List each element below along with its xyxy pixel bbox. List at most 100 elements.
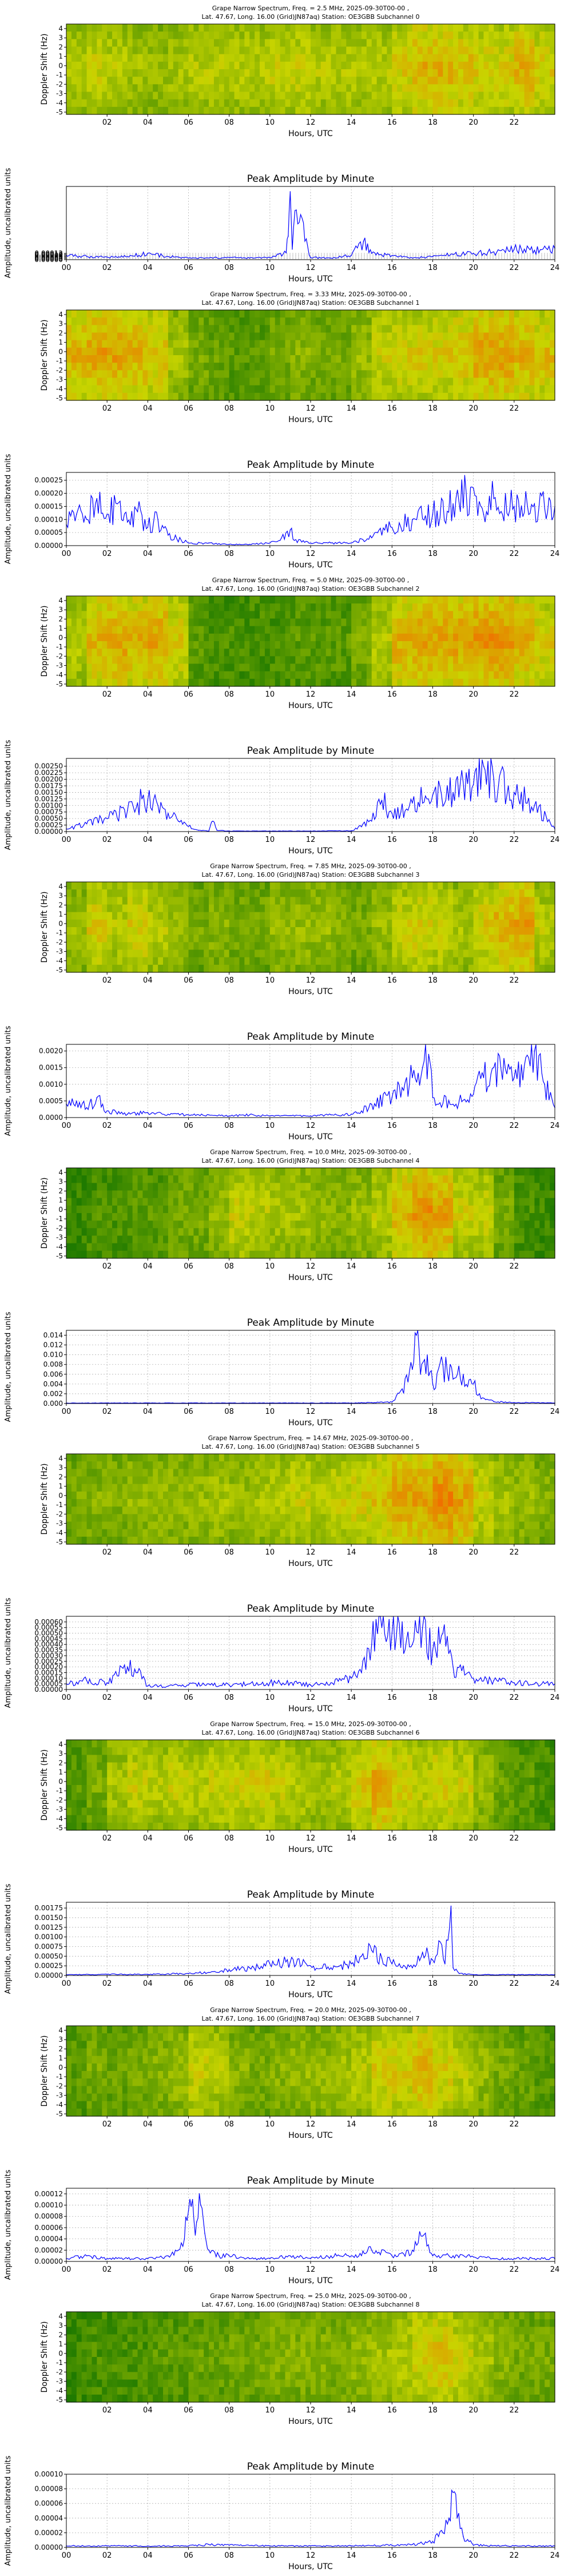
spectrogram-cell xyxy=(428,393,433,401)
spectrogram-cell xyxy=(448,84,453,92)
spectrogram-cell xyxy=(514,905,519,913)
spectrogram-cell xyxy=(122,882,128,890)
spectrogram-cell xyxy=(433,92,438,100)
spectrogram-cell xyxy=(321,912,326,920)
spectrogram-cell xyxy=(387,317,392,325)
spectrogram-cell xyxy=(168,942,173,950)
spectrogram-cell xyxy=(295,957,300,965)
spectrogram-cell xyxy=(504,897,509,905)
peak-xtick-label: 02 xyxy=(102,264,112,272)
spectrogram-cell xyxy=(412,39,418,47)
spectrogram-cell xyxy=(82,671,87,679)
spectrogram-cell xyxy=(280,889,285,897)
spectrogram-cell xyxy=(148,965,153,973)
spectrogram-cell xyxy=(367,656,372,664)
spectrogram-cell xyxy=(163,679,168,687)
spectrogram-cell xyxy=(428,107,433,115)
spectrogram-cell xyxy=(82,596,87,604)
spectrogram-cell xyxy=(153,317,158,325)
spectrogram-cell xyxy=(66,31,72,39)
spectrogram-cell xyxy=(260,912,265,920)
spectrogram-cell xyxy=(102,62,107,70)
spectrogram-cell xyxy=(260,317,265,325)
spectrogram-cell xyxy=(525,370,530,378)
spectrogram-cell xyxy=(392,920,397,928)
spectrogram-cell xyxy=(189,905,194,913)
spectrogram-cell xyxy=(321,882,326,890)
spectrogram-cell xyxy=(397,912,402,920)
spectrogram-cell xyxy=(117,348,122,356)
spectrogram-cell xyxy=(102,317,107,325)
spectrogram-cell xyxy=(214,348,219,356)
spectrogram-cell xyxy=(138,340,143,348)
spectrogram-cell xyxy=(128,671,133,679)
spectrogram-cell xyxy=(133,333,138,341)
peak-amplitude-point xyxy=(292,249,293,250)
spectrogram-cell xyxy=(97,348,102,356)
spectrogram-cell xyxy=(300,927,305,935)
spectrogram-cell xyxy=(428,957,433,965)
spectrogram-cell xyxy=(158,619,163,627)
spectrogram-cell xyxy=(158,325,163,333)
spectrogram-cell xyxy=(260,31,265,39)
spectrogram-cell xyxy=(153,965,158,973)
spectrogram-cell xyxy=(128,24,133,32)
spectrogram-cell xyxy=(270,679,275,687)
spectrogram-cell xyxy=(153,84,158,92)
spectrogram-cell xyxy=(453,340,458,348)
peak-xtick-label: 06 xyxy=(184,836,193,844)
spectrogram-subtitle: Lat. 47.67, Long. 16.00 (Grid)JN87aq) St… xyxy=(202,299,420,307)
spectrogram-cell xyxy=(290,317,295,325)
spectrogram-cell xyxy=(509,77,514,85)
spectrogram-cell xyxy=(173,77,178,85)
spectrogram-cell xyxy=(550,664,555,672)
spectrogram-cell xyxy=(295,889,300,897)
spectrogram-cell xyxy=(392,69,397,77)
spectrogram-cell xyxy=(224,927,229,935)
spectrogram-cell xyxy=(392,927,397,935)
spectrogram-cell xyxy=(499,325,504,333)
spectrogram-cell xyxy=(290,355,295,363)
spectrogram-cell xyxy=(239,596,244,604)
spectrogram-cell xyxy=(87,378,92,386)
spectrogram-cell xyxy=(239,31,244,39)
spectrogram-cell xyxy=(326,950,331,958)
peak-amplitude-point xyxy=(296,209,297,210)
spectrogram-cell xyxy=(270,611,275,619)
spectrogram-cell xyxy=(209,348,214,356)
spectrogram-cell xyxy=(530,611,535,619)
spectrogram-cell xyxy=(448,619,453,627)
spectrogram-cell xyxy=(539,325,545,333)
spectrogram-cell xyxy=(483,363,488,371)
spectrogram-cell xyxy=(290,664,295,672)
spectrogram-cell xyxy=(525,393,530,401)
spectrogram-cell xyxy=(204,897,209,905)
spectrogram-cell xyxy=(418,656,423,664)
spectrogram-cell xyxy=(525,100,530,108)
spectrogram-cell xyxy=(362,24,367,32)
spectrogram-cell xyxy=(494,596,499,604)
spectrogram-cell xyxy=(214,679,219,687)
spectrogram-cell xyxy=(92,54,97,62)
spectrogram-cell xyxy=(209,100,214,108)
peak-amplitude-point xyxy=(86,519,88,520)
spectrogram-cell xyxy=(499,882,504,890)
spectrogram-cell xyxy=(463,355,468,363)
spectrogram-cell xyxy=(285,882,291,890)
spectrogram-cell xyxy=(189,340,194,348)
spectrogram-cell xyxy=(362,385,367,393)
spectrogram-cell xyxy=(341,378,346,386)
spectrogram-cell xyxy=(153,62,158,70)
spectrogram-cell xyxy=(321,897,326,905)
spectrogram-cell xyxy=(270,942,275,950)
spectrogram-cell xyxy=(346,942,351,950)
spectrogram-cell xyxy=(321,596,326,604)
spectrogram-cell xyxy=(138,965,143,973)
spectrogram-cell xyxy=(488,905,494,913)
spectrogram-cell xyxy=(244,603,249,611)
spectrogram-cell xyxy=(443,927,448,935)
spectrogram-cell xyxy=(382,393,387,401)
spectrogram-cell xyxy=(418,882,423,890)
spectrogram-cell xyxy=(285,920,291,928)
spectrogram-cell xyxy=(438,107,443,115)
